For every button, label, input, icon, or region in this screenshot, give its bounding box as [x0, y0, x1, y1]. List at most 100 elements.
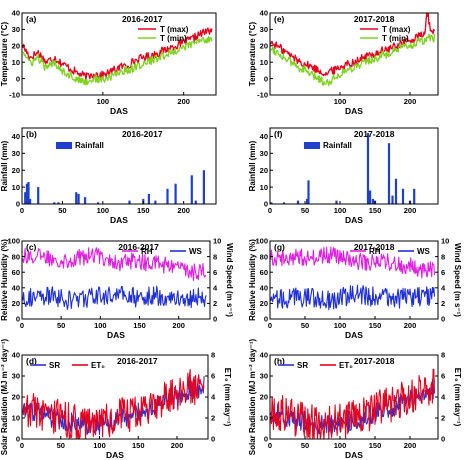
y2tick-label-d-1: 2 [211, 414, 215, 423]
ylabel-g: Relative Humidity (%) [248, 239, 257, 321]
frame-c [21, 240, 211, 320]
bar-f-1 [282, 202, 286, 204]
series-e-0 [270, 13, 436, 77]
panel-label-e: (e) [274, 14, 285, 24]
series-a-1 [22, 35, 213, 86]
y2tick-label-h-1: 2 [441, 414, 445, 423]
bar-f-6 [366, 133, 370, 204]
ytick-label-g-4: 80 [260, 252, 268, 261]
y2tick-label-c-1: 2 [213, 299, 217, 308]
y2tick-label-c-5: 10 [213, 237, 221, 246]
panel-g: 0 50 100 150 200 0 20 40 60 80 100 0 2 4 6 8 10 DAS Relati… [248, 237, 462, 340]
xtick-label-a-0: 100 [97, 97, 110, 106]
series-c-1 [22, 285, 207, 310]
bar-f-0 [270, 202, 273, 204]
season-h: 2017-2018 [354, 356, 395, 366]
ytick-label-f-3: 30 [260, 149, 268, 158]
panel-h: 0 50 100 150 200 0 10 20 30 40 0 2 4 6 8 DAS Solar Radia… [248, 338, 462, 460]
xlabel-d: DAS [106, 450, 124, 460]
ylabel-b: Rainfall (mm) [0, 140, 9, 191]
ytick-label-c-0: 0 [16, 315, 20, 324]
y2tick-label-h-4: 8 [441, 351, 445, 360]
ytick-label-g-0: 0 [264, 315, 268, 324]
series-c-0 [22, 247, 207, 282]
y2tick-label-h-2: 4 [441, 393, 446, 402]
xtick-label-h-3: 150 [369, 441, 382, 450]
xtick-label-h-2: 100 [334, 441, 347, 450]
y2tick-label-d-2: 4 [211, 393, 216, 402]
series-h-1 [270, 368, 436, 439]
panel-label-h: (h) [274, 356, 285, 366]
xlabel-e: DAS [345, 106, 363, 116]
xtick-label-g-0: 0 [268, 321, 272, 330]
xtick-label-d-3: 150 [132, 441, 145, 450]
series-d-1 [22, 368, 205, 439]
xtick-label-b-3: 150 [137, 206, 150, 215]
bar-f-13 [401, 188, 405, 204]
y2tick-label-g-2: 4 [441, 284, 446, 293]
ylabel-c: Relative Humidity (%) [0, 239, 9, 321]
xtick-label-c-4: 200 [172, 321, 185, 330]
y2tick-label-h-0: 0 [441, 435, 445, 444]
ytick-label-h-1: 10 [260, 414, 268, 423]
ytick-label-c-1: 20 [12, 299, 20, 308]
ytick-label-a-1: 0 [16, 74, 20, 83]
ylabel-f: Rainfall (mm) [248, 140, 257, 191]
ytick-label-g-2: 40 [260, 284, 268, 293]
xtick-label-g-2: 100 [334, 321, 347, 330]
bar-b-5 [53, 202, 56, 204]
ytick-label-a-5: 40 [12, 9, 20, 18]
bar-b-10 [96, 202, 100, 204]
bar-b-6 [57, 202, 60, 204]
y2label-d: ET₀ (mm day⁻¹) [223, 368, 232, 427]
ytick-label-c-3: 60 [12, 268, 20, 277]
legend-label-g-0: RH [369, 247, 381, 256]
bar-b-0 [24, 192, 27, 204]
xtick-label-b-2: 100 [97, 206, 110, 215]
y2tick-label-g-5: 10 [441, 237, 449, 246]
legend-label-d-0: SR [49, 361, 60, 370]
ytick-label-c-5: 100 [7, 237, 20, 246]
y2tick-label-c-3: 6 [213, 268, 217, 277]
xtick-label-c-1: 50 [57, 321, 65, 330]
season-d: 2016-2017 [117, 356, 158, 366]
xtick-label-g-3: 150 [369, 321, 382, 330]
ytick-label-h-3: 30 [260, 372, 268, 381]
xtick-label-f-3: 150 [369, 206, 382, 215]
xtick-label-h-4: 200 [404, 441, 417, 450]
ytick-label-c-4: 80 [12, 252, 20, 261]
bar-b-7 [75, 192, 78, 204]
ytick-label-d-4: 40 [12, 351, 20, 360]
y2label-h: ET₀ (mm day⁻¹) [453, 368, 462, 427]
frame-g [269, 240, 439, 320]
bar-f-12 [394, 178, 398, 204]
xtick-label-d-1: 50 [57, 441, 65, 450]
xtick-label-f-2: 100 [334, 206, 347, 215]
y2tick-label-g-0: 0 [441, 315, 445, 324]
xtick-label-d-2: 100 [93, 441, 106, 450]
y2tick-label-g-3: 6 [441, 268, 445, 277]
ytick-label-g-5: 100 [255, 237, 268, 246]
season-b: 2016-2017 [122, 129, 163, 139]
season-f: 2017-2018 [354, 129, 395, 139]
xtick-label-c-0: 0 [20, 321, 24, 330]
legend-swatch-b [56, 142, 72, 149]
bar-b-14 [154, 200, 157, 204]
xtick-label-e-1: 200 [404, 97, 417, 106]
frame-b [21, 127, 217, 205]
ylabel-e: Temperature (°C) [248, 21, 257, 86]
ytick-label-d-3: 30 [12, 372, 20, 381]
bar-b-9 [84, 197, 87, 204]
ytick-label-a-3: 20 [12, 42, 20, 51]
ytick-label-d-2: 20 [12, 393, 20, 402]
xtick-label-g-1: 50 [301, 321, 309, 330]
ytick-label-a-4: 30 [12, 25, 20, 34]
legend-label-e-1: T (min) [382, 34, 409, 43]
ytick-label-g-3: 60 [260, 268, 268, 277]
ytick-label-a-0: -10 [9, 91, 20, 100]
series-e-1 [270, 33, 436, 87]
legend-label-f: Rainfall [323, 141, 352, 150]
panel-f: 0 50 100 150 200 0 10 20 30 40 DAS Rainfall (mm) (f)… [248, 127, 439, 225]
frame-e [269, 12, 439, 96]
